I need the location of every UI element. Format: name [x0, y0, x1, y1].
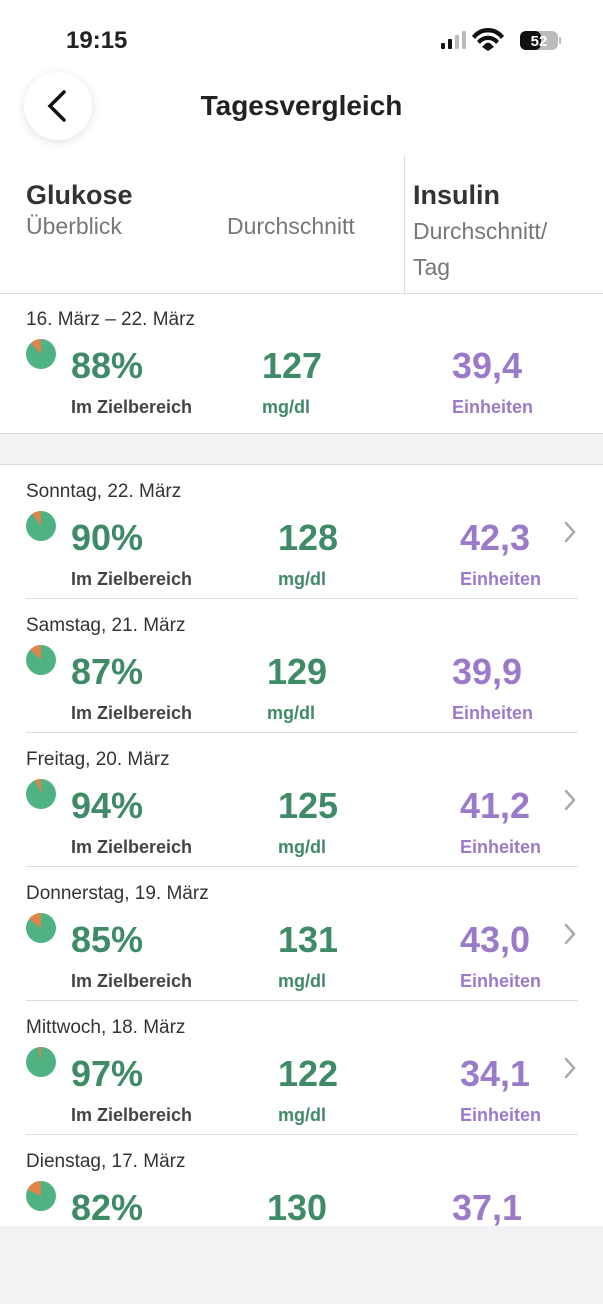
in-range-label: Im Zielbereich: [71, 837, 193, 857]
pie-out-of-range: [28, 913, 41, 928]
glucose-unit: mg/dl: [278, 1105, 326, 1125]
glucose-unit: mg/dl: [262, 397, 310, 417]
detail-chevron[interactable]: [560, 787, 580, 813]
in-range-pie: [26, 511, 56, 541]
section-gap: [0, 433, 603, 465]
divider: [26, 866, 578, 867]
in-range-pie: [26, 913, 56, 943]
glucose-unit: mg/dl: [278, 569, 326, 589]
in-range-percent: 82%: [71, 1187, 144, 1226]
status-icons: 52: [441, 28, 561, 51]
row-date: 16. März – 22. März: [26, 309, 195, 330]
glucose-average: 129: [267, 651, 328, 692]
in-range-pie: [26, 1047, 56, 1077]
back-button[interactable]: [24, 72, 92, 140]
pie-out-of-range: [30, 645, 41, 660]
in-range-percent: 97%: [71, 1053, 144, 1094]
glucose-average: 122: [278, 1053, 339, 1094]
divider: [26, 1000, 578, 1001]
pie-out-of-range: [35, 779, 41, 794]
insulin-unit: Einheiten: [460, 971, 542, 991]
insulin-average: Durchschnitt/ Tag: [413, 218, 548, 280]
glucose-average: 127: [262, 345, 323, 386]
in-range-label: Im Zielbereich: [71, 569, 193, 589]
in-range-percent: 88%: [71, 345, 144, 386]
insulin-average: 39,4: [452, 345, 523, 386]
divider: [26, 1134, 578, 1135]
battery-level: 52: [531, 33, 548, 50]
insulin-unit: Einheiten: [452, 703, 534, 723]
insulin-average: 37,1: [452, 1187, 523, 1226]
insulin-unit: Einheiten: [460, 837, 542, 857]
row-date: Dienstag, 17. März: [26, 1151, 186, 1172]
in-range-pie: [26, 779, 56, 809]
in-range-label: Im Zielbereich: [71, 971, 193, 991]
divider: [404, 155, 405, 293]
insulin-unit: Einheiten: [452, 397, 534, 417]
row-date: Sonntag, 22. März: [26, 481, 182, 502]
detail-chevron[interactable]: [560, 921, 580, 947]
glucose-average: Durchschnitt: [227, 213, 355, 239]
nav-title: Tagesvergleich: [200, 90, 403, 121]
in-range-label: Im Zielbereich: [71, 1105, 193, 1125]
status-time: 19:15: [66, 27, 128, 54]
insulin-average: 34,1: [460, 1053, 531, 1094]
in-range-percent: 85%: [71, 919, 144, 960]
pie-out-of-range: [30, 339, 41, 354]
content: 19:15 52 Tagesvergleich Glukose Überblic…: [0, 0, 603, 1226]
in-range-pie: [26, 1181, 56, 1211]
insulin-unit: Einheiten: [460, 569, 542, 589]
row-date: Donnerstag, 19. März: [26, 883, 209, 904]
glucose-overview: Überblick: [26, 213, 122, 239]
in-range-pie: [26, 339, 56, 369]
pie-out-of-range: [27, 1181, 41, 1196]
in-range-percent: 87%: [71, 651, 144, 692]
insulin-title: Insulin: [413, 180, 500, 210]
divider: [26, 598, 578, 599]
glucose-average: 128: [278, 517, 339, 558]
in-range-label: Im Zielbereich: [71, 397, 193, 417]
row-date: Freitag, 20. März: [26, 749, 170, 770]
glucose-title: Glukose: [26, 180, 133, 210]
insulin-average: 42,3: [460, 517, 531, 558]
insulin-average: 39,9: [452, 651, 523, 692]
in-range-label: Im Zielbereich: [71, 703, 193, 723]
divider: [0, 293, 603, 294]
insulin-average: 41,2: [460, 785, 531, 826]
in-range-percent: 90%: [71, 517, 144, 558]
in-range-pie: [26, 645, 56, 675]
glucose-average: 131: [278, 919, 339, 960]
glucose-unit: mg/dl: [278, 837, 326, 857]
row-date: Samstag, 21. März: [26, 615, 186, 636]
glucose-average: 125: [278, 785, 339, 826]
glucose-unit: mg/dl: [278, 971, 326, 991]
glucose-average: 130: [267, 1187, 328, 1226]
row-date: Mittwoch, 18. März: [26, 1017, 186, 1038]
insulin-average: 43,0: [460, 919, 531, 960]
pie-out-of-range: [32, 511, 41, 526]
pie-out-of-range: [38, 1047, 41, 1062]
glucose-unit: mg/dl: [267, 703, 315, 723]
detail-chevron[interactable]: [560, 519, 580, 545]
detail-chevron[interactable]: [560, 1055, 580, 1081]
divider: [26, 732, 578, 733]
insulin-unit: Einheiten: [460, 1105, 542, 1125]
in-range-percent: 94%: [71, 785, 144, 826]
